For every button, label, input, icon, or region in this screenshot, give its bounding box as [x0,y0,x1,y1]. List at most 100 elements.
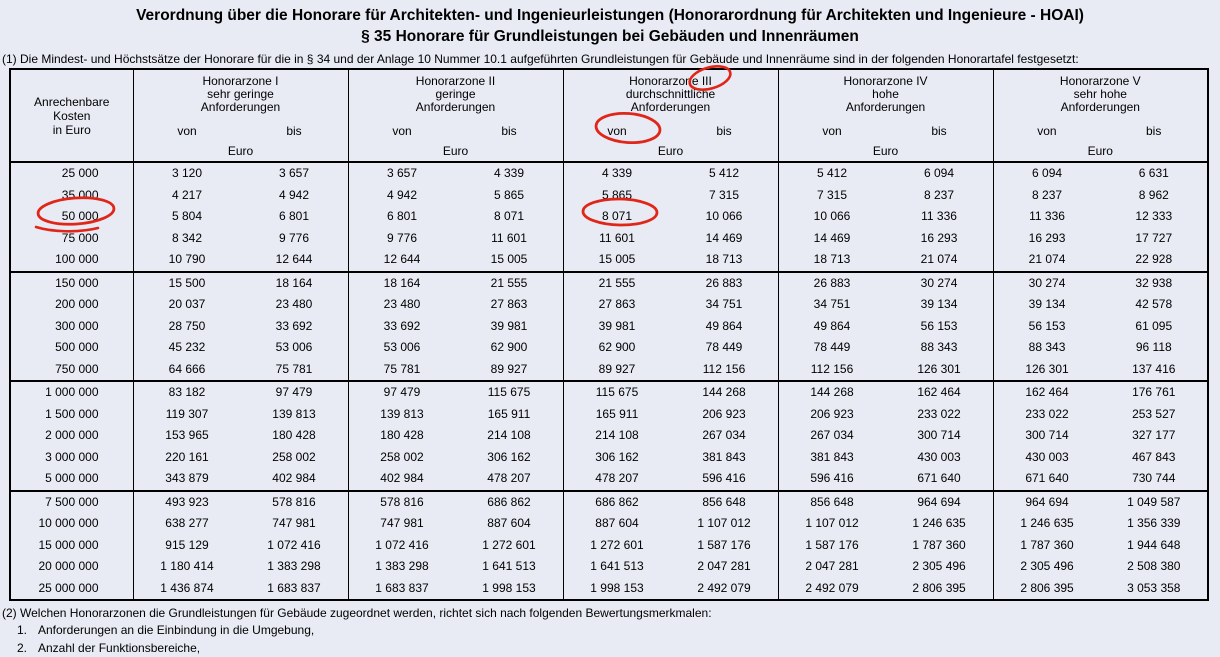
cell-honorar-value: 686 862 [562,489,671,513]
table-row: 50 000 5 804 6 801 6 801 8 071 8 071 10 066 10 … [10,206,1208,228]
cell-honorar-value: 1 272 601 [482,537,536,552]
cell-honorar-value: 6 094 [992,162,1101,185]
table-row: 7 500 000 493 923 578 816 578 816 686 862 686… [10,489,1209,513]
euro-unit-label: Euro [657,144,684,158]
cell-honorar-value: 7 315 [708,187,740,202]
column-header-honorarzone-3: Honorarzone III durchschnittliche Anforder… [562,69,779,163]
table-row: 5 000 000 343 879 402 984 402 984 478 207 478… [10,468,1208,491]
cell-honorar-value: 856 648 [670,489,779,513]
cell-honorar-value: 478 207 [562,468,671,491]
cell-honorar-value: 53 006 [347,337,456,359]
cell-anrechenbare-kosten: 10 000 000 [10,513,134,535]
cell-honorar-value: 2 305 496 [912,559,966,573]
zone-requirement-word: Anforderungen [200,100,281,114]
cell-honorar-value: 2 508 380 [1127,559,1181,573]
cell-honorar-value: 1 641 513 [562,556,671,578]
cell-honorar-value: 14 469 [777,227,886,249]
cell-honorar-value: 1 787 360 [992,534,1101,556]
cell-honorar-value: 12 644 [347,249,456,272]
cell-honorar-value: 2 806 395 [992,577,1101,600]
cell-honorar-value: 27 863 [490,297,528,311]
cell-honorar-value: 23 480 [275,297,313,311]
zone-requirement-level: geringe [435,87,476,101]
cell-honorar-value: 9 776 [347,227,456,249]
table-row: 20 000 000 1 180 414 1 383 298 1 383 298 1 6… [10,556,1208,578]
cell-honorar-value: 306 162 [487,449,531,464]
honorartafel-table: Anrechenbare Kosten in Euro Honorarzone … [9,68,1210,601]
cell-anrechenbare-kosten: 1 500 000 [10,403,134,425]
cell-anrechenbare-kosten: 300 000 [10,315,134,337]
cell-honorar-value: 1 356 339 [1127,516,1181,530]
table-row: 25 000 3 120 3 657 3 657 4 339 4 339 5 412 5 41… [10,162,1208,185]
cell-honorar-value: 915 129 [132,534,241,556]
table-row: 500 000 45 232 53 006 53 006 62 900 62 900 78 … [10,337,1208,359]
cell-honorar-value: 21 555 [562,270,671,294]
cell-honorar-value: 12 644 [275,252,313,266]
euro-unit-label: Euro [227,144,254,158]
cell-honorar-value: 596 416 [702,471,746,485]
kosten-header-line2: Kosten [53,108,91,123]
cell-honorar-value: 14 469 [705,230,743,245]
list-item-1-number: 1. [17,623,28,637]
cell-honorar-value: 8 342 [132,227,241,249]
cell-honorar-value: 747 981 [272,516,316,530]
cell-honorar-value: 153 965 [132,425,241,447]
cell-honorar-value: 30 274 [885,270,994,294]
cell-honorar-value: 139 813 [347,403,456,425]
cell-honorar-value: 4 942 [347,184,456,206]
cell-honorar-value: 2 492 079 [777,577,886,600]
cell-honorar-value: 75 781 [275,361,313,376]
cell-honorar-value: 2 047 281 [777,556,886,578]
cell-honorar-value: 856 648 [777,489,886,513]
cell-honorar-value: 1 436 874 [132,577,241,600]
cell-honorar-value: 15 005 [562,249,671,272]
cell-honorar-value: 180 428 [347,425,456,447]
cell-honorar-value: 1 944 648 [1127,537,1181,552]
table-row: 25 000 000 1 436 874 1 683 837 1 683 837 1 9… [10,577,1208,600]
cell-honorar-value: 343 879 [132,468,241,491]
cell-honorar-value: 16 293 [992,227,1101,249]
cell-honorar-value: 1 246 635 [992,513,1101,535]
cell-honorar-value: 45 232 [132,337,241,359]
cell-honorar-value: 430 003 [992,446,1101,468]
zone-name: Honorarzone I [202,74,279,88]
cell-honorar-value: 5 412 [777,162,886,185]
cell-honorar-value: 11 601 [562,227,671,249]
von-label: von [177,124,197,138]
cell-honorar-value: 21 074 [992,249,1101,272]
cell-honorar-value: 83 182 [132,380,241,404]
cell-honorar-value: 3 657 [278,166,310,180]
von-label: von [822,124,842,138]
cell-honorar-value: 206 923 [702,406,746,421]
cell-honorar-value: 1 587 176 [777,534,886,556]
cell-honorar-value: 2 305 496 [992,556,1101,578]
cell-honorar-value: 3 053 358 [1127,580,1181,595]
cell-honorar-value: 300 714 [917,428,961,442]
cell-honorar-value: 267 034 [777,425,886,447]
cell-honorar-value: 5 865 [493,187,525,202]
cell-honorar-value: 39 134 [992,294,1101,316]
cell-honorar-value: 747 981 [347,513,456,535]
cell-honorar-value: 9 776 [278,230,310,245]
cell-honorar-value: 18 713 [705,252,743,266]
cell-honorar-value: 402 984 [272,471,316,485]
cell-honorar-value: 137 416 [1132,361,1176,376]
cell-honorar-value: 144 268 [670,380,779,404]
list-item-2-text: Anzahl der Funktionsbereiche, [38,641,201,655]
cell-honorar-value: 144 268 [777,380,886,404]
list-item-2-number: 2. [17,641,28,655]
cell-honorar-value: 18 164 [347,270,456,294]
cell-honorar-value: 7 315 [777,184,886,206]
cell-honorar-value: 578 816 [347,489,456,513]
cell-anrechenbare-kosten: 7 500 000 [10,489,134,513]
cell-honorar-value: 1 383 298 [347,556,456,578]
cell-honorar-value: 1 072 416 [267,537,321,552]
cell-honorar-value: 2 492 079 [697,580,751,595]
cell-honorar-value: 53 006 [275,340,313,354]
column-header-honorarzone-4: Honorarzone IV hohe Anforderungen von bis Eur… [777,69,994,163]
cell-honorar-value: 220 161 [132,446,241,468]
cell-honorar-value: 5 412 [708,166,740,180]
cell-honorar-value: 258 002 [272,449,316,464]
cell-anrechenbare-kosten: 3 000 000 [10,446,134,468]
cell-honorar-value: 21 074 [920,252,958,266]
